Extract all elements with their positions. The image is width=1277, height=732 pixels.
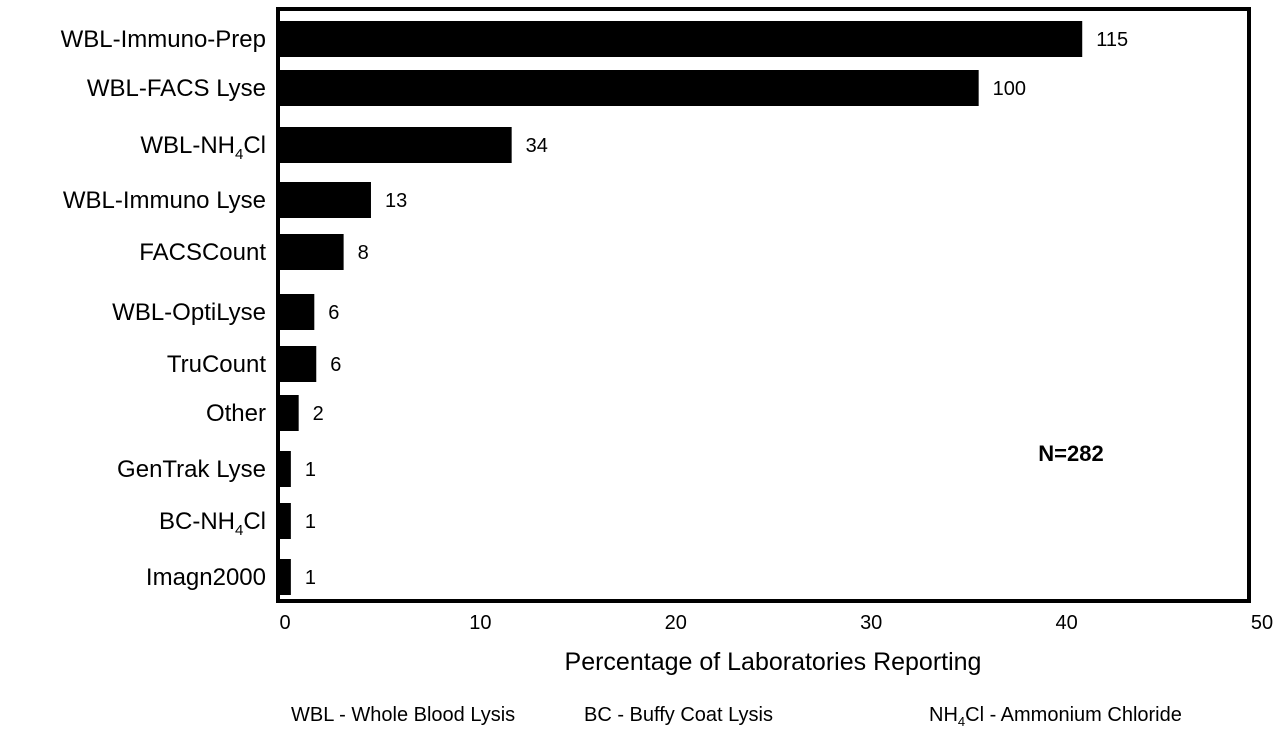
data-label-facscount: 8 [358, 242, 369, 264]
x-axis-title: Percentage of Laboratories Reporting [565, 648, 982, 676]
data-label-imagn2000: 1 [305, 567, 316, 589]
plot-frame [276, 7, 1251, 603]
data-label-bc-nh4cl: 1 [305, 511, 316, 533]
category-label-trucount: TruCount [167, 351, 266, 378]
bar-other [280, 395, 299, 431]
category-label-wbl-nh4cl: WBL-NH4Cl [140, 132, 266, 163]
bar-wbl-immuno-prep [280, 21, 1083, 57]
bars-group: 115 100 34 13 8 6 6 2 1 1 1 [280, 21, 1128, 595]
data-label-wbl-optilyse: 6 [328, 302, 339, 324]
bar-facscount [280, 234, 344, 270]
x-tick-label-0: 0 [279, 612, 290, 634]
data-label-wbl-immuno-lyse: 13 [385, 190, 407, 212]
category-label-bc-nh4cl: BC-NH4Cl [159, 508, 266, 539]
category-label-gentrak-lyse: GenTrak Lyse [117, 456, 266, 483]
bar-wbl-facs-lyse [280, 70, 979, 106]
x-tick-label-40: 40 [1055, 612, 1077, 634]
category-label-other: Other [206, 400, 266, 427]
legend-item-3: NH4Cl - Ammonium Chloride [929, 704, 1182, 729]
x-axis-ticks: 0 10 20 30 40 50 [279, 612, 1273, 634]
bar-wbl-optilyse [280, 294, 315, 330]
category-label-wbl-immuno-lyse: WBL-Immuno Lyse [63, 187, 266, 214]
y-axis-labels: WBL-Immuno-Prep WBL-FACS Lyse WBL-NH4Cl WBL… [61, 26, 267, 591]
legend-item-2: BC - Buffy Coat Lysis [584, 704, 773, 726]
bar-gentrak-lyse [280, 451, 291, 487]
data-label-wbl-facs-lyse: 100 [993, 78, 1026, 100]
legend-item-1: WBL - Whole Blood Lysis [291, 704, 516, 726]
data-label-trucount: 6 [330, 354, 341, 376]
sample-size-annotation: N=282 [1038, 441, 1103, 466]
abbreviation-legend: WBL - Whole Blood Lysis BC - Buffy Coat L… [0, 704, 1277, 730]
x-tick-label-20: 20 [665, 612, 687, 634]
category-label-wbl-facs-lyse: WBL-FACS Lyse [87, 75, 266, 102]
x-tick-label-30: 30 [860, 612, 882, 634]
category-label-facscount: FACSCount [139, 239, 266, 266]
bar-wbl-immuno-lyse [280, 182, 371, 218]
data-label-wbl-nh4cl: 34 [526, 135, 548, 157]
x-tick-label-50: 50 [1251, 612, 1273, 634]
bar-trucount [280, 346, 317, 382]
data-label-wbl-immuno-prep: 115 [1096, 29, 1128, 51]
bar-imagn2000 [280, 559, 291, 595]
data-label-gentrak-lyse: 1 [305, 459, 316, 481]
x-tick-label-10: 10 [469, 612, 491, 634]
category-label-imagn2000: Imagn2000 [146, 564, 266, 591]
data-label-other: 2 [313, 403, 324, 425]
category-label-wbl-immuno-prep: WBL-Immuno-Prep [61, 26, 266, 53]
bar-wbl-nh4cl [280, 127, 512, 163]
category-label-wbl-optilyse: WBL-OptiLyse [112, 299, 266, 326]
bar-bc-nh4cl [280, 503, 291, 539]
